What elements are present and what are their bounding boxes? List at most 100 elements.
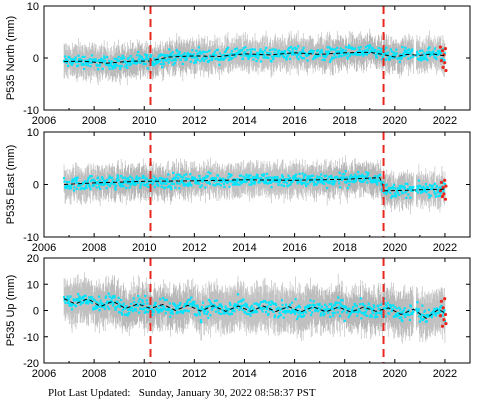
position-point	[87, 178, 90, 182]
x-tick-label: 2008	[82, 115, 106, 127]
position-point	[152, 175, 155, 178]
position-point	[406, 49, 409, 52]
position-point	[328, 308, 331, 311]
position-point	[181, 62, 184, 66]
position-point	[284, 179, 287, 183]
position-point	[75, 187, 79, 190]
position-point	[138, 297, 141, 301]
daily-positions	[62, 170, 447, 199]
position-point	[281, 55, 285, 58]
position-point	[224, 307, 228, 310]
position-point	[76, 176, 79, 179]
position-point	[305, 179, 308, 182]
position-point	[157, 184, 160, 187]
position-point	[162, 181, 165, 184]
position-point	[90, 180, 93, 183]
position-point	[383, 48, 386, 51]
position-point	[371, 47, 374, 50]
position-point	[170, 52, 173, 55]
position-point	[303, 57, 306, 60]
position-point	[361, 50, 364, 53]
position-point	[224, 178, 227, 181]
position-point	[149, 180, 152, 184]
position-point	[74, 305, 78, 308]
position-point	[193, 300, 196, 303]
position-point	[439, 50, 442, 53]
position-point	[430, 52, 434, 55]
position-point	[219, 312, 223, 316]
position-point	[81, 295, 84, 299]
position-point	[302, 177, 305, 180]
position-point	[121, 176, 124, 180]
position-point	[418, 320, 421, 323]
position-point	[93, 60, 96, 63]
position-point	[140, 56, 143, 59]
position-point	[321, 58, 324, 61]
position-point	[250, 304, 254, 308]
position-point	[147, 307, 150, 310]
position-point	[313, 305, 316, 308]
position-point	[369, 176, 372, 180]
position-point	[101, 67, 104, 70]
position-point	[177, 52, 180, 56]
position-point	[186, 51, 189, 55]
position-point	[248, 177, 252, 180]
recent-point	[442, 192, 446, 196]
position-point	[284, 303, 288, 306]
position-point	[152, 64, 155, 67]
position-point	[170, 188, 173, 191]
position-point	[109, 176, 112, 179]
position-point	[197, 308, 200, 311]
position-point	[214, 184, 217, 187]
position-point	[260, 307, 264, 310]
position-point	[395, 307, 398, 310]
position-point	[201, 57, 204, 60]
x-tick-label: 2022	[433, 242, 457, 254]
position-point	[306, 305, 309, 308]
position-point	[245, 312, 248, 315]
position-point	[75, 179, 78, 182]
position-point	[126, 314, 129, 317]
position-point	[155, 177, 158, 181]
position-point	[216, 48, 220, 51]
position-point	[373, 305, 376, 308]
position-point	[188, 298, 191, 301]
position-point	[275, 177, 279, 180]
y-tick-label: -20	[23, 358, 39, 370]
position-point	[441, 314, 444, 317]
position-point	[285, 178, 288, 181]
position-point	[124, 65, 127, 68]
position-point	[362, 303, 365, 306]
position-point	[145, 57, 148, 60]
position-point	[141, 299, 144, 302]
position-point	[208, 304, 211, 308]
position-point	[272, 177, 276, 180]
position-point	[212, 52, 215, 56]
position-point	[329, 180, 332, 183]
position-point	[270, 300, 273, 303]
position-point	[233, 182, 237, 185]
position-point	[384, 315, 387, 318]
position-point	[346, 57, 349, 60]
position-point	[115, 58, 118, 61]
position-point	[377, 46, 380, 50]
position-point	[328, 50, 331, 53]
position-point	[283, 310, 287, 313]
position-point	[88, 296, 91, 299]
position-point	[96, 64, 99, 67]
position-point	[129, 61, 132, 64]
position-point	[399, 308, 402, 311]
position-point	[229, 56, 232, 59]
position-point	[375, 179, 378, 182]
position-point	[106, 181, 109, 185]
position-point	[76, 293, 80, 296]
position-point	[194, 61, 197, 64]
position-point	[273, 175, 277, 179]
position-point	[128, 64, 131, 67]
position-point	[136, 304, 139, 307]
position-point	[160, 57, 163, 61]
position-point	[195, 49, 198, 52]
position-point	[140, 182, 143, 185]
position-point	[203, 309, 206, 313]
position-point	[275, 55, 279, 58]
